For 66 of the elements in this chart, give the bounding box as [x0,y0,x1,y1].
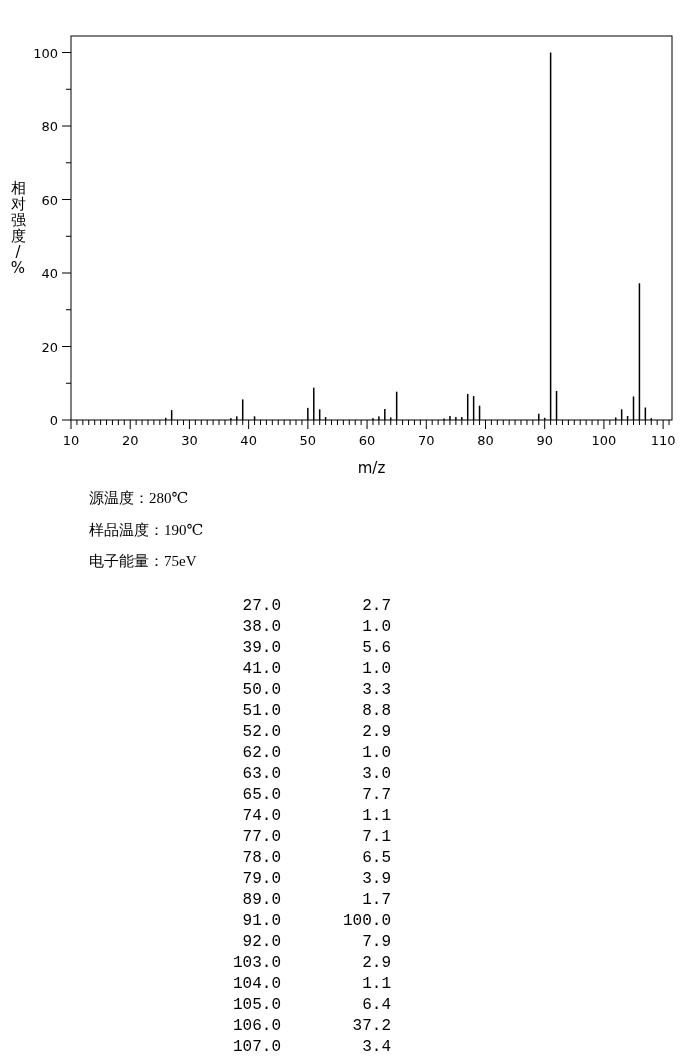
text: 39.0 [242,639,281,657]
text: 3.0 [362,765,391,783]
text: 电子能量：75eV [89,553,197,569]
text: 7.1 [362,828,391,846]
text: 7.9 [362,933,391,951]
text: 50.0 [242,681,281,699]
text: 77.0 [242,828,281,846]
text: 52.0 [242,723,281,741]
text: 105.0 [232,996,281,1014]
x-tick-label: 20 [121,433,139,448]
text: 27.0 [242,597,281,615]
text: 100.0 [342,912,391,930]
text: 62.0 [242,744,281,762]
text: 8.8 [362,702,391,720]
y-tick-label: 0 [49,413,58,428]
y-tick-label: 80 [41,119,58,135]
text: 74.0 [242,807,281,825]
text: 91.0 [242,912,281,930]
x-tick-label: 100 [591,433,617,448]
x-axis-title: m/z [357,459,386,477]
y-tick-label: 40 [41,266,58,282]
text: 92.0 [242,933,281,951]
x-tick-label: 80 [477,433,494,448]
text: 3.4 [362,1038,391,1056]
x-tick-label: 50 [299,433,317,448]
y-tick-label: 100 [33,45,58,61]
x-tick-label: 40 [240,433,257,448]
text: 2.7 [362,597,391,615]
text: 5.6 [362,639,391,657]
x-tick-label: 60 [358,433,376,448]
text: 63.0 [242,765,281,783]
text: 1.1 [362,807,391,825]
text: 1.0 [362,744,391,762]
text: 106.0 [232,1017,281,1035]
text: 103.0 [232,954,281,972]
text: 104.0 [232,975,281,993]
text: 37.2 [352,1017,391,1035]
text: 1.7 [362,891,391,909]
text: 3.9 [362,870,391,888]
text: 6.5 [362,849,391,867]
text: 1.0 [362,660,391,678]
text: 38.0 [242,618,281,636]
y-tick-label: 20 [41,339,58,355]
text: 6.4 [362,996,391,1014]
x-tick-label: 10 [62,433,80,448]
x-tick-label: 70 [418,433,435,448]
x-tick-label: 30 [181,433,198,448]
text: 65.0 [242,786,281,804]
text: 2.9 [362,954,391,972]
text: 2.9 [362,723,391,741]
x-tick-label: 90 [536,433,553,448]
text: 源温度：280℃ [89,490,189,506]
text: 89.0 [242,891,281,909]
text: 41.0 [242,660,281,678]
text: 78.0 [242,849,281,867]
y-tick-label: 60 [41,192,58,208]
text: 107.0 [232,1038,281,1056]
text: 1.1 [362,975,391,993]
text: 79.0 [242,870,281,888]
y-axis-title: 相对强度/% [10,179,26,277]
text: 3.3 [362,681,391,699]
x-tick-label: 110 [650,433,676,448]
text: 51.0 [242,702,281,720]
text: 样品温度：190℃ [89,521,204,538]
text: 7.7 [362,786,391,804]
text: 1.0 [362,618,391,636]
